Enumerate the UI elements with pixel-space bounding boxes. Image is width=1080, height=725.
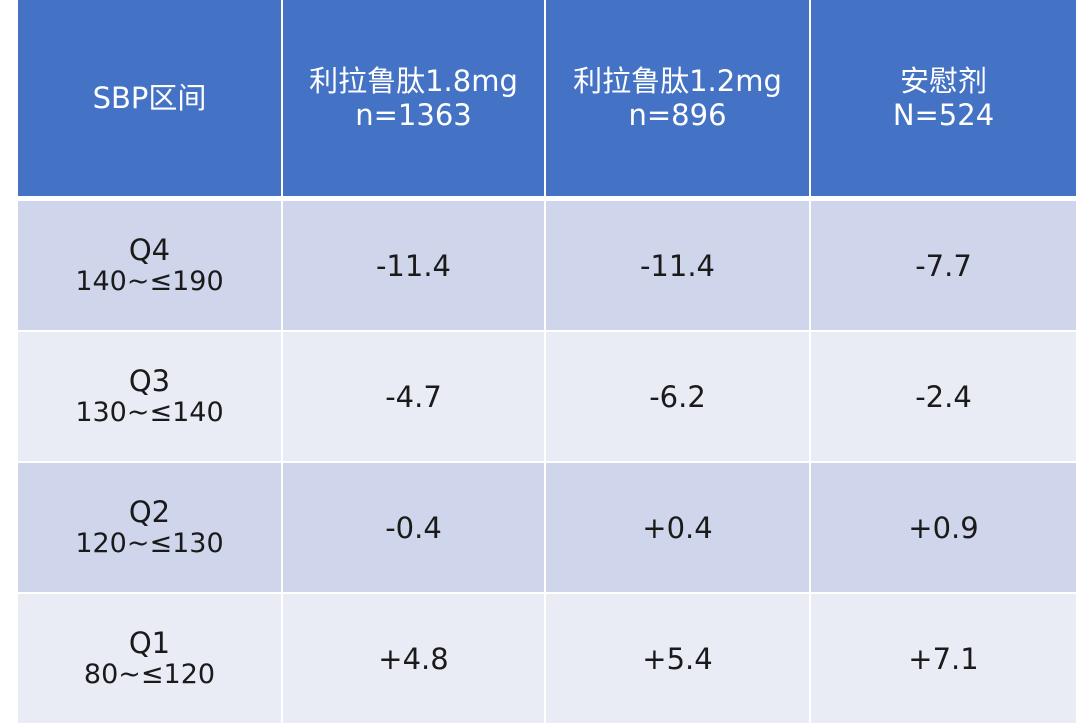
liraglutide-1-8mg-value: -0.4 (281, 461, 546, 594)
placebo-value: -2.4 (809, 330, 1078, 463)
header-placebo-n: N=524 (892, 98, 995, 132)
header-liraglutide-1-8mg: 利拉鲁肽1.8mg n=1363 (281, 0, 546, 201)
quartile-range: 120~≤130 (75, 527, 224, 559)
sbp-table: SBP区间 利拉鲁肽1.8mg n=1363 利拉鲁肽1.2mg n=896 安… (16, 0, 1078, 725)
table-row-q2: Q2 120~≤130 -0.4 +0.4 +0.9 (16, 461, 1078, 594)
placebo-value: -7.7 (809, 197, 1078, 332)
quartile-label: Q1 (128, 625, 171, 660)
liraglutide-1-8mg-value: +4.8 (281, 592, 546, 725)
liraglutide-1-8mg-value: -4.7 (281, 330, 546, 463)
quartile-label: Q3 (128, 363, 171, 398)
header-liraglutide-1-8mg-n: n=1363 (355, 98, 472, 132)
header-placebo: 安慰剂 N=524 (809, 0, 1078, 201)
quartile-label: Q4 (128, 232, 171, 267)
table-row-q3: Q3 130~≤140 -4.7 -6.2 -2.4 (16, 330, 1078, 463)
liraglutide-1-2mg-value: -11.4 (544, 197, 811, 332)
quartile-cell: Q3 130~≤140 (16, 330, 283, 463)
placebo-value: +0.9 (809, 461, 1078, 594)
header-sbp-range: SBP区间 (16, 0, 283, 201)
liraglutide-1-2mg-value: -6.2 (544, 330, 811, 463)
quartile-cell: Q1 80~≤120 (16, 592, 283, 725)
header-placebo-name: 安慰剂 (899, 64, 987, 98)
quartile-cell: Q4 140~≤190 (16, 197, 283, 332)
placebo-value: +7.1 (809, 592, 1078, 725)
header-sbp-range-label: SBP区间 (92, 81, 207, 115)
quartile-cell: Q2 120~≤130 (16, 461, 283, 594)
quartile-range: 130~≤140 (75, 396, 224, 428)
header-liraglutide-1-8mg-name: 利拉鲁肽1.8mg (309, 64, 518, 98)
table-row-q1: Q1 80~≤120 +4.8 +5.4 +7.1 (16, 592, 1078, 725)
header-liraglutide-1-2mg-n: n=896 (628, 98, 727, 132)
header-liraglutide-1-2mg-name: 利拉鲁肽1.2mg (573, 64, 782, 98)
header-liraglutide-1-2mg: 利拉鲁肽1.2mg n=896 (544, 0, 811, 201)
quartile-range: 140~≤190 (75, 265, 224, 297)
header-row: SBP区间 利拉鲁肽1.8mg n=1363 利拉鲁肽1.2mg n=896 安… (16, 0, 1078, 201)
quartile-label: Q2 (128, 494, 171, 529)
liraglutide-1-2mg-value: +0.4 (544, 461, 811, 594)
table-row-q4: Q4 140~≤190 -11.4 -11.4 -7.7 (16, 197, 1078, 332)
liraglutide-1-8mg-value: -11.4 (281, 197, 546, 332)
liraglutide-1-2mg-value: +5.4 (544, 592, 811, 725)
quartile-range: 80~≤120 (83, 658, 216, 690)
